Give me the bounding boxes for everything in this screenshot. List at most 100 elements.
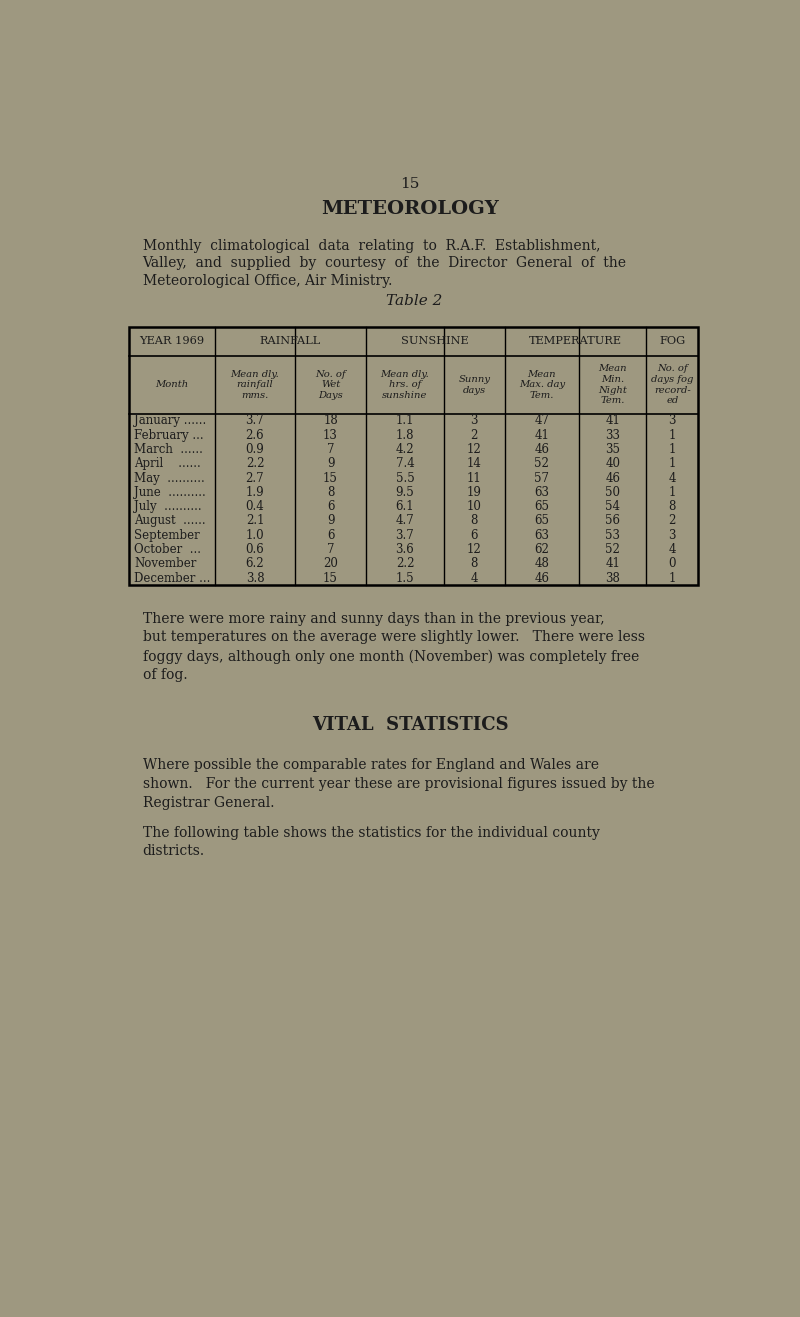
Text: 1.8: 1.8 <box>396 428 414 441</box>
Text: 1: 1 <box>669 428 676 441</box>
Text: No. of
Wet
Days: No. of Wet Days <box>315 370 346 400</box>
Text: February ...: February ... <box>134 428 204 441</box>
Text: 1.9: 1.9 <box>246 486 264 499</box>
Text: 1.1: 1.1 <box>396 415 414 427</box>
Text: 2: 2 <box>470 428 478 441</box>
Text: 0.4: 0.4 <box>246 500 264 514</box>
Text: 35: 35 <box>605 443 620 456</box>
Text: districts.: districts. <box>142 844 205 859</box>
Text: Registrar General.: Registrar General. <box>142 795 274 810</box>
Text: 3.7: 3.7 <box>246 415 264 427</box>
Text: March  ......: March ...... <box>134 443 203 456</box>
Text: 65: 65 <box>534 515 550 528</box>
Text: 53: 53 <box>605 529 620 541</box>
Text: 3.7: 3.7 <box>395 529 414 541</box>
Text: 62: 62 <box>534 543 549 556</box>
Text: foggy days, although only one month (November) was completely free: foggy days, although only one month (Nov… <box>142 649 639 664</box>
Text: July  ..........: July .......... <box>134 500 202 514</box>
Text: June  ..........: June .......... <box>134 486 206 499</box>
Text: 19: 19 <box>467 486 482 499</box>
Text: Where possible the comparable rates for England and Wales are: Where possible the comparable rates for … <box>142 757 598 772</box>
Text: October  ...: October ... <box>134 543 201 556</box>
Text: 7.4: 7.4 <box>395 457 414 470</box>
Text: 41: 41 <box>606 557 620 570</box>
Text: 3: 3 <box>669 529 676 541</box>
Text: 12: 12 <box>467 443 482 456</box>
Text: 7: 7 <box>327 443 334 456</box>
Text: December ...: December ... <box>134 572 210 585</box>
Text: 1: 1 <box>669 457 676 470</box>
Text: 52: 52 <box>534 457 549 470</box>
Text: 15: 15 <box>323 572 338 585</box>
Text: 5.5: 5.5 <box>395 471 414 485</box>
Text: 11: 11 <box>467 471 482 485</box>
Text: 6.2: 6.2 <box>246 557 264 570</box>
Text: 48: 48 <box>534 557 549 570</box>
Text: 1: 1 <box>669 572 676 585</box>
Text: 4: 4 <box>669 471 676 485</box>
Text: 38: 38 <box>606 572 620 585</box>
Text: 63: 63 <box>534 486 550 499</box>
Text: 13: 13 <box>323 428 338 441</box>
Text: 20: 20 <box>323 557 338 570</box>
Text: 4.2: 4.2 <box>396 443 414 456</box>
Text: 41: 41 <box>534 428 549 441</box>
Text: 46: 46 <box>534 443 550 456</box>
Text: 2: 2 <box>669 515 676 528</box>
Text: 8: 8 <box>327 486 334 499</box>
Text: of fog.: of fog. <box>142 668 187 682</box>
Text: 18: 18 <box>323 415 338 427</box>
Text: 2.1: 2.1 <box>246 515 264 528</box>
Text: 8: 8 <box>470 557 478 570</box>
Text: 6: 6 <box>470 529 478 541</box>
Text: but temperatures on the average were slightly lower.   There were less: but temperatures on the average were sli… <box>142 631 645 644</box>
Text: Table 2: Table 2 <box>386 294 442 308</box>
Text: METEOROLOGY: METEOROLOGY <box>321 200 499 219</box>
Text: Mean
Max. day
Tem.: Mean Max. day Tem. <box>518 370 565 400</box>
Text: The following table shows the statistics for the individual county: The following table shows the statistics… <box>142 826 599 840</box>
Text: Monthly  climatological  data  relating  to  R.A.F.  Establishment,: Monthly climatological data relating to … <box>142 238 600 253</box>
Text: 9.5: 9.5 <box>395 486 414 499</box>
Text: 56: 56 <box>605 515 620 528</box>
Text: 54: 54 <box>605 500 620 514</box>
Text: 2.2: 2.2 <box>246 457 264 470</box>
Text: FOG: FOG <box>659 336 686 346</box>
Text: There were more rainy and sunny days than in the previous year,: There were more rainy and sunny days tha… <box>142 611 604 626</box>
Text: 1.5: 1.5 <box>396 572 414 585</box>
Text: VITAL  STATISTICS: VITAL STATISTICS <box>312 716 508 735</box>
Text: Valley,  and  supplied  by  courtesy  of  the  Director  General  of  the: Valley, and supplied by courtesy of the … <box>142 257 626 270</box>
Text: 12: 12 <box>467 543 482 556</box>
Text: 10: 10 <box>467 500 482 514</box>
Text: 7: 7 <box>327 543 334 556</box>
Text: 65: 65 <box>534 500 550 514</box>
Text: 15: 15 <box>400 178 420 191</box>
Text: Mean
Min.
Night
Tem.: Mean Min. Night Tem. <box>598 365 627 406</box>
Text: 6: 6 <box>327 500 334 514</box>
Text: 6: 6 <box>327 529 334 541</box>
Text: 1: 1 <box>669 443 676 456</box>
Text: 0.6: 0.6 <box>246 543 264 556</box>
Text: 4.7: 4.7 <box>395 515 414 528</box>
Text: 14: 14 <box>467 457 482 470</box>
Text: 4: 4 <box>669 543 676 556</box>
Text: 63: 63 <box>534 529 550 541</box>
Text: 2.7: 2.7 <box>246 471 264 485</box>
Text: TEMPERATURE: TEMPERATURE <box>529 336 622 346</box>
Text: 41: 41 <box>606 415 620 427</box>
Text: January ......: January ...... <box>134 415 206 427</box>
Text: Sunny
days: Sunny days <box>458 375 490 395</box>
Text: RAINFALL: RAINFALL <box>260 336 321 346</box>
Text: 2.2: 2.2 <box>396 557 414 570</box>
Text: May  ..........: May .......... <box>134 471 205 485</box>
Text: Meteorological Office, Air Ministry.: Meteorological Office, Air Ministry. <box>142 274 392 287</box>
Text: SUNSHINE: SUNSHINE <box>402 336 469 346</box>
Text: 46: 46 <box>534 572 550 585</box>
Text: 9: 9 <box>327 457 334 470</box>
Text: 33: 33 <box>605 428 620 441</box>
Text: YEAR 1969: YEAR 1969 <box>139 336 205 346</box>
Text: November: November <box>134 557 197 570</box>
Text: 9: 9 <box>327 515 334 528</box>
Text: April    ......: April ...... <box>134 457 201 470</box>
Text: Mean dly.
hrs. of
sunshine: Mean dly. hrs. of sunshine <box>381 370 430 400</box>
Text: 1.0: 1.0 <box>246 529 264 541</box>
